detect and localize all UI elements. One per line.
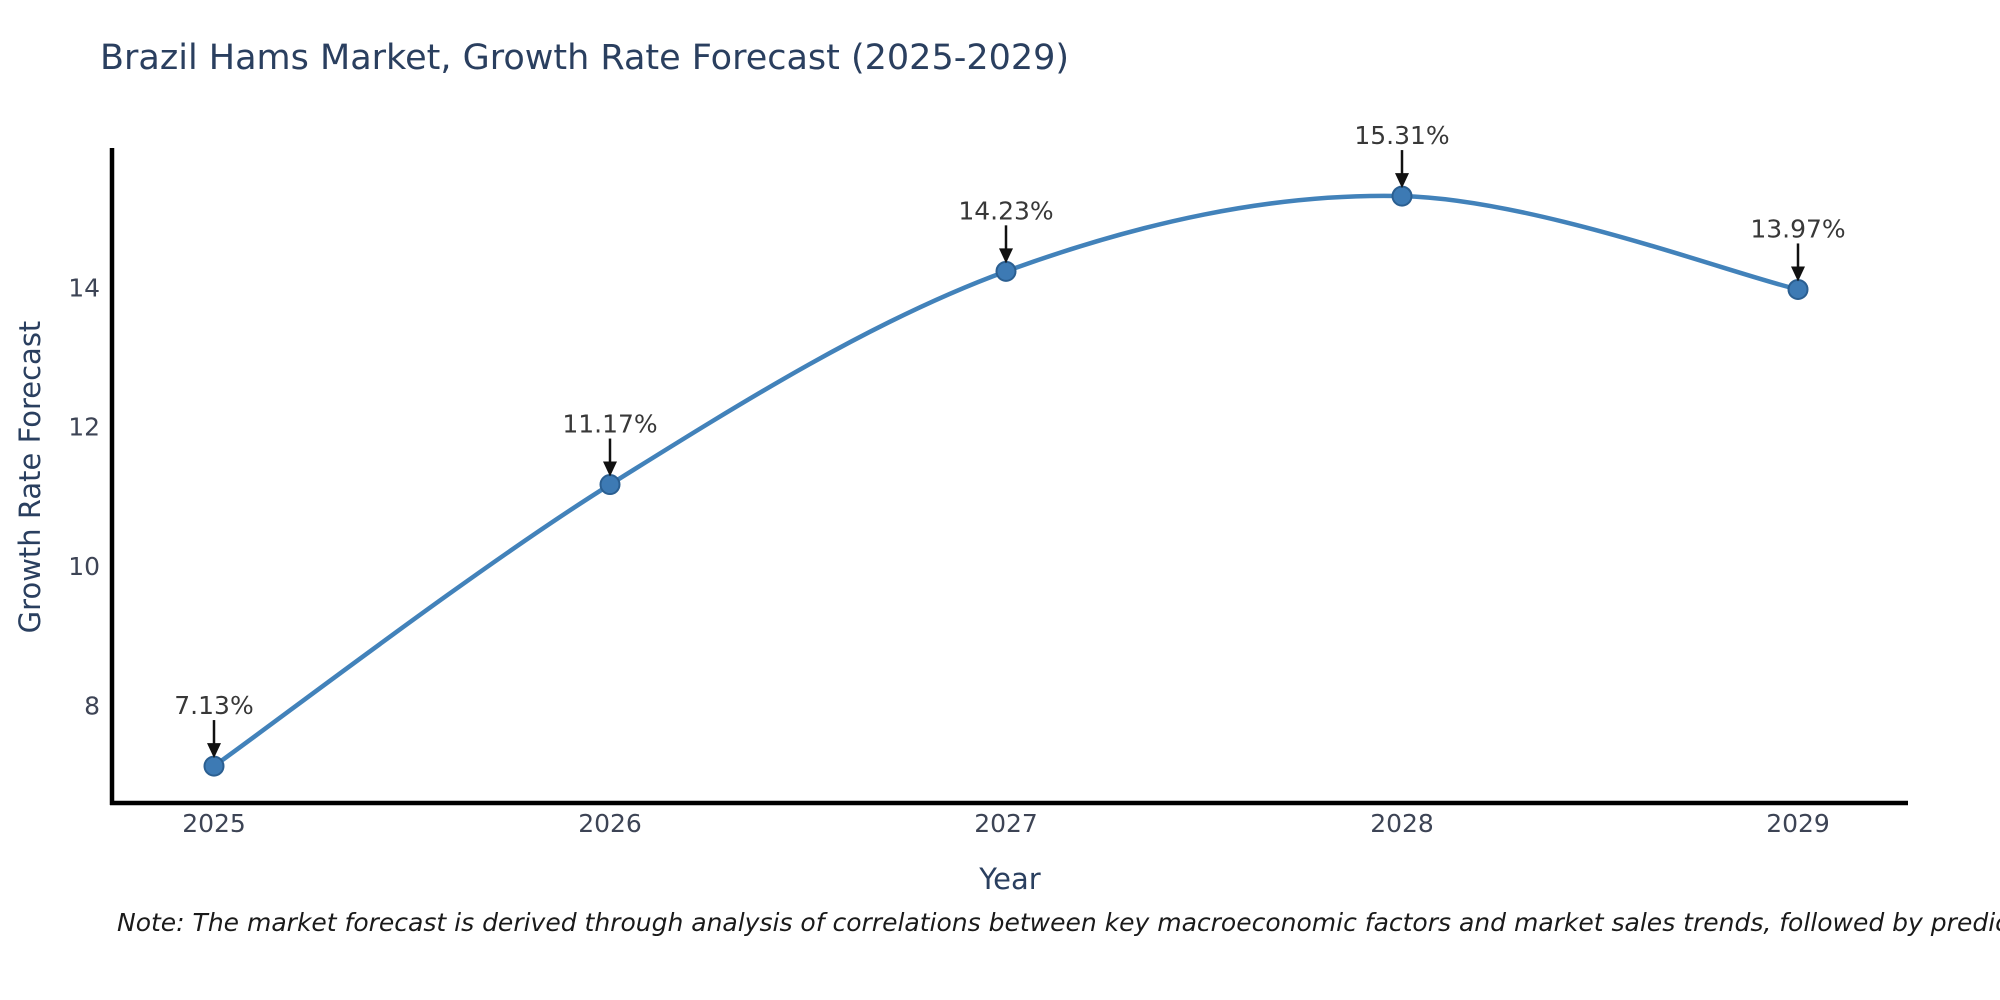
data-point-label: 7.13% xyxy=(174,691,253,720)
chart-title: Brazil Hams Market, Growth Rate Forecast… xyxy=(100,38,1070,78)
x-axis-title: Year xyxy=(979,862,1041,896)
x-tick-label: 2026 xyxy=(578,809,642,838)
x-tick-label: 2028 xyxy=(1370,809,1434,838)
x-tick-label: 2025 xyxy=(182,809,246,838)
data-point-label: 11.17% xyxy=(562,410,657,439)
y-tick-label: 14 xyxy=(68,273,100,302)
data-point-label: 14.23% xyxy=(958,196,1053,225)
y-axis-title: Growth Rate Forecast xyxy=(13,320,47,634)
y-tick-label: 12 xyxy=(68,413,100,442)
annotation-arrow-head xyxy=(1791,266,1805,282)
x-tick-label: 2027 xyxy=(974,809,1038,838)
data-point-label: 13.97% xyxy=(1750,214,1845,243)
x-tick-label: 2029 xyxy=(1766,809,1830,838)
data-point-marker xyxy=(1391,185,1413,207)
annotation-arrow-head xyxy=(603,461,617,477)
data-point-marker xyxy=(203,755,225,777)
annotation-arrow-head xyxy=(207,743,221,759)
footnote: Note: The market forecast is derived thr… xyxy=(117,908,2000,937)
data-point-marker xyxy=(1787,278,1809,300)
y-tick-label: 8 xyxy=(84,691,100,720)
annotation-arrow-head xyxy=(1395,173,1409,189)
data-point-marker xyxy=(599,474,621,496)
y-tick-label: 10 xyxy=(68,552,100,581)
data-point-marker xyxy=(995,260,1017,282)
annotation-arrow-head xyxy=(999,248,1013,264)
data-point-label: 15.31% xyxy=(1354,121,1449,150)
